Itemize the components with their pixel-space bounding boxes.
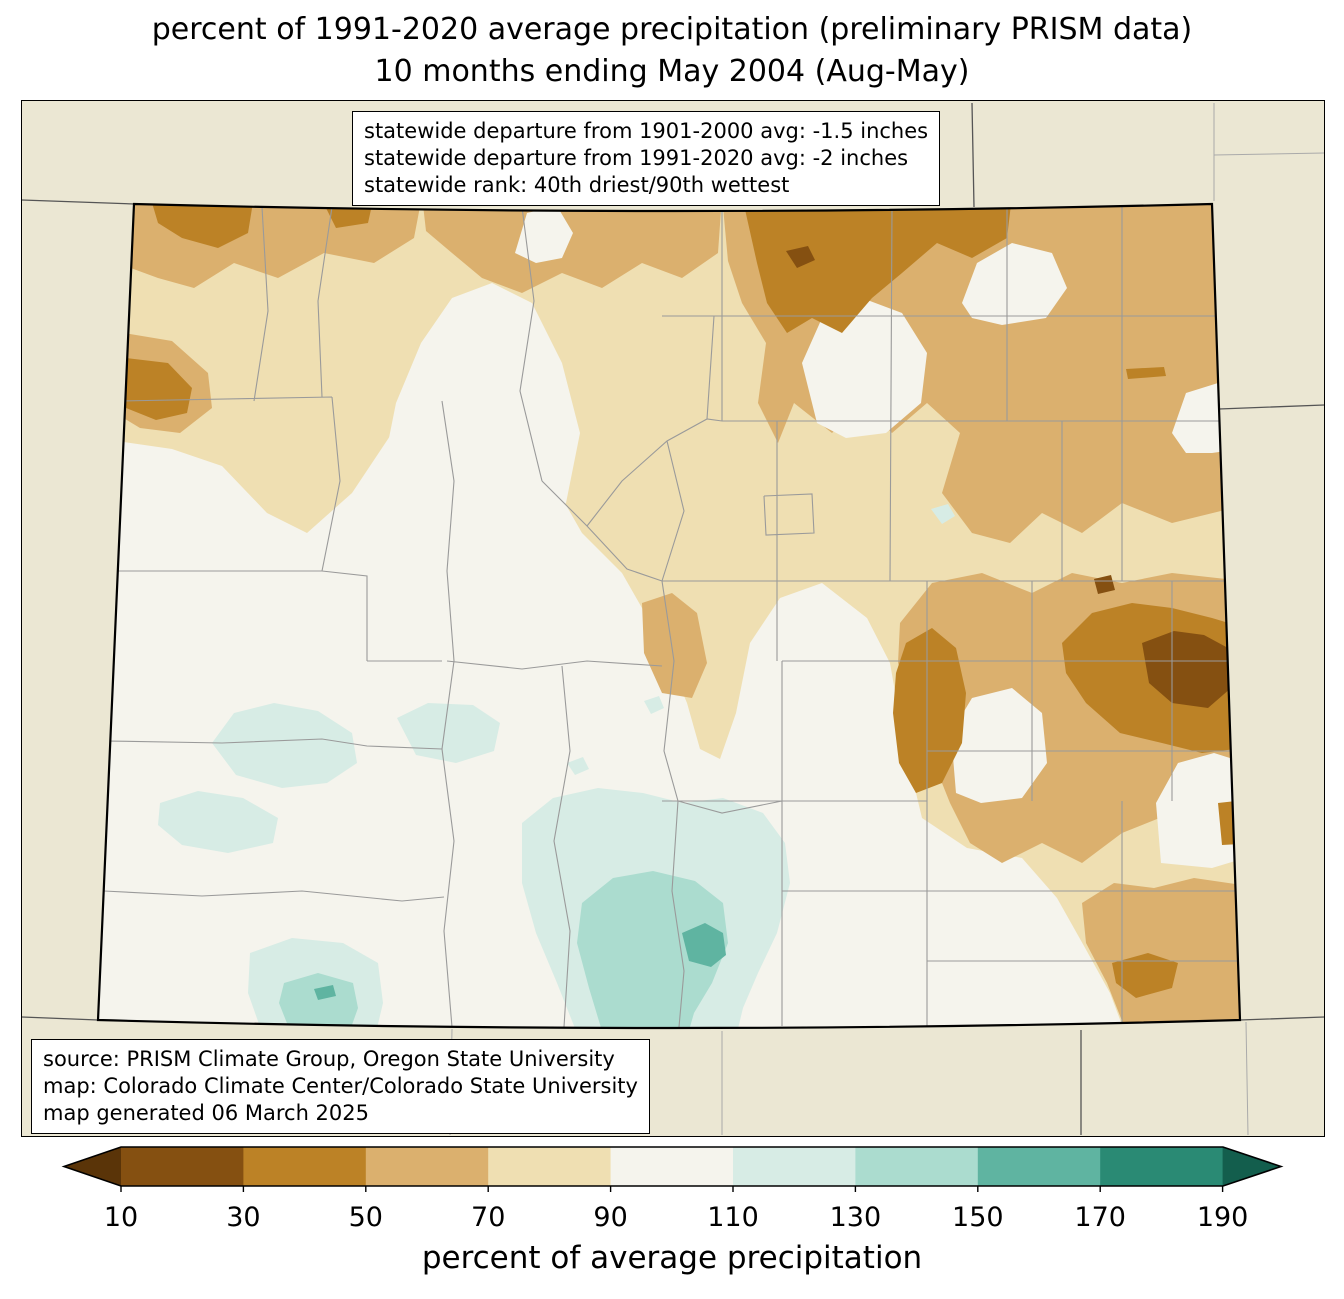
colorado-precipitation-map (22, 101, 1324, 1136)
stats-line-2: statewide departure from 1991-2020 avg: … (364, 146, 909, 170)
stats-line-3: statewide rank: 40th driest/90th wettest (364, 173, 790, 197)
colorbar-under-arrow (64, 1147, 121, 1186)
region-10-30 (786, 246, 1231, 708)
region-130-150 (279, 871, 728, 1028)
colorbar-tick-label: 110 (707, 1202, 759, 1233)
colorbar-segment (488, 1147, 612, 1186)
region-110-130 (158, 504, 955, 1028)
figure-title-line-2: 10 months ending May 2004 (Aug-May) (374, 54, 970, 89)
colorbar-segment (855, 1147, 979, 1186)
colorado-state-border (96, 202, 1242, 1030)
colorbar-segment (610, 1147, 734, 1186)
colorbar-tick-label: 10 (104, 1202, 138, 1233)
colorbar-tick-labels: 10 30 50 70 90 110 130 150 170 190 (104, 1186, 1249, 1233)
colorbar-tick-label: 190 (1197, 1202, 1249, 1233)
colorbar-segments (64, 1147, 1281, 1186)
region-50-70 (112, 204, 1240, 1028)
colorbar-segment (977, 1147, 1101, 1186)
source-line-2: map: Colorado Climate Center/Colorado St… (43, 1074, 638, 1098)
stats-line-1: statewide departure from 1901-2000 avg: … (364, 119, 929, 143)
colorbar-tick-label: 170 (1074, 1202, 1126, 1233)
colorado-fill-regions (98, 204, 1240, 1028)
map-frame: statewide departure from 1901-2000 avg: … (21, 100, 1325, 1137)
colorbar-tick-label: 90 (593, 1202, 627, 1233)
region-90-110-patches (382, 206, 1240, 868)
colorbar-tick-label: 70 (471, 1202, 505, 1233)
colorbar-tick-label: 50 (349, 1202, 383, 1233)
colorbar-segment (121, 1147, 244, 1186)
colorbar: 10 30 50 70 90 110 130 150 170 190 (61, 1146, 1284, 1233)
colorbar-segment (733, 1147, 856, 1186)
colorbar-tick-label: 150 (952, 1202, 1004, 1233)
neighbor-state-borders (22, 102, 1324, 1135)
colorbar-segment (243, 1147, 367, 1186)
colorbar-segment (1100, 1147, 1224, 1186)
colorbar-label: percent of average precipitation (421, 1240, 923, 1276)
source-line-1: source: PRISM Climate Group, Oregon Stat… (43, 1047, 615, 1071)
colorbar-tick-label: 130 (830, 1202, 882, 1233)
colorbar-tick-label: 30 (226, 1202, 260, 1233)
figure-title-line-1: percent of 1991-2020 average precipitati… (151, 12, 1193, 47)
colorbar-over-arrow (1222, 1147, 1281, 1186)
source-line-3: map generated 06 March 2025 (43, 1101, 370, 1125)
source-credit-box: source: PRISM Climate Group, Oregon Stat… (31, 1039, 650, 1134)
statewide-stats-box: statewide departure from 1901-2000 avg: … (352, 111, 941, 206)
county-boundaries (103, 206, 1237, 1028)
neighbor-county-lines (449, 103, 1324, 1136)
colorbar-segment (365, 1147, 489, 1186)
